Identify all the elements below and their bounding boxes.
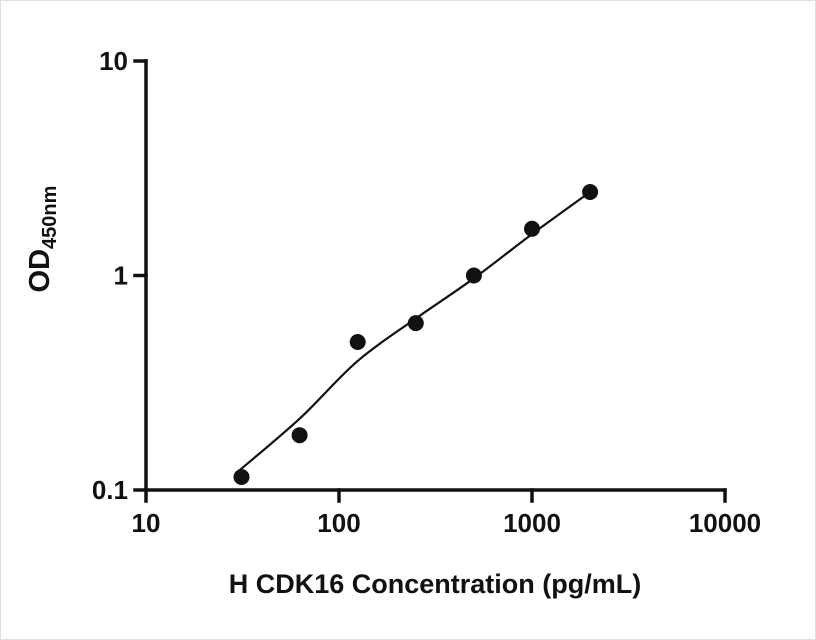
axes-layer: 10 100 1000 10000 0.1 1 10	[92, 46, 761, 538]
x-tick-label: 1000	[503, 508, 561, 538]
data-point	[349, 334, 366, 350]
data-point	[524, 220, 540, 237]
y-axis-title: OD450nm	[24, 186, 61, 293]
y-tick-label: 1	[114, 261, 128, 291]
y-axis-title-sub: 450nm	[39, 186, 61, 249]
plot-layer	[233, 184, 599, 485]
y-tick-label: 0.1	[92, 475, 128, 505]
data-point	[291, 427, 308, 444]
data-point	[582, 184, 599, 200]
y-axis-title-main: OD	[24, 249, 56, 293]
x-axis-title: H CDK16 Concentration (pg/mL)	[229, 569, 642, 599]
x-tick-label: 100	[317, 508, 360, 538]
x-tick-label: 10	[132, 508, 161, 538]
data-point	[465, 267, 482, 284]
data-point	[407, 315, 424, 332]
data-point	[233, 469, 250, 485]
y-tick-label: 10	[99, 46, 128, 76]
x-tick-label: 10000	[689, 508, 761, 538]
